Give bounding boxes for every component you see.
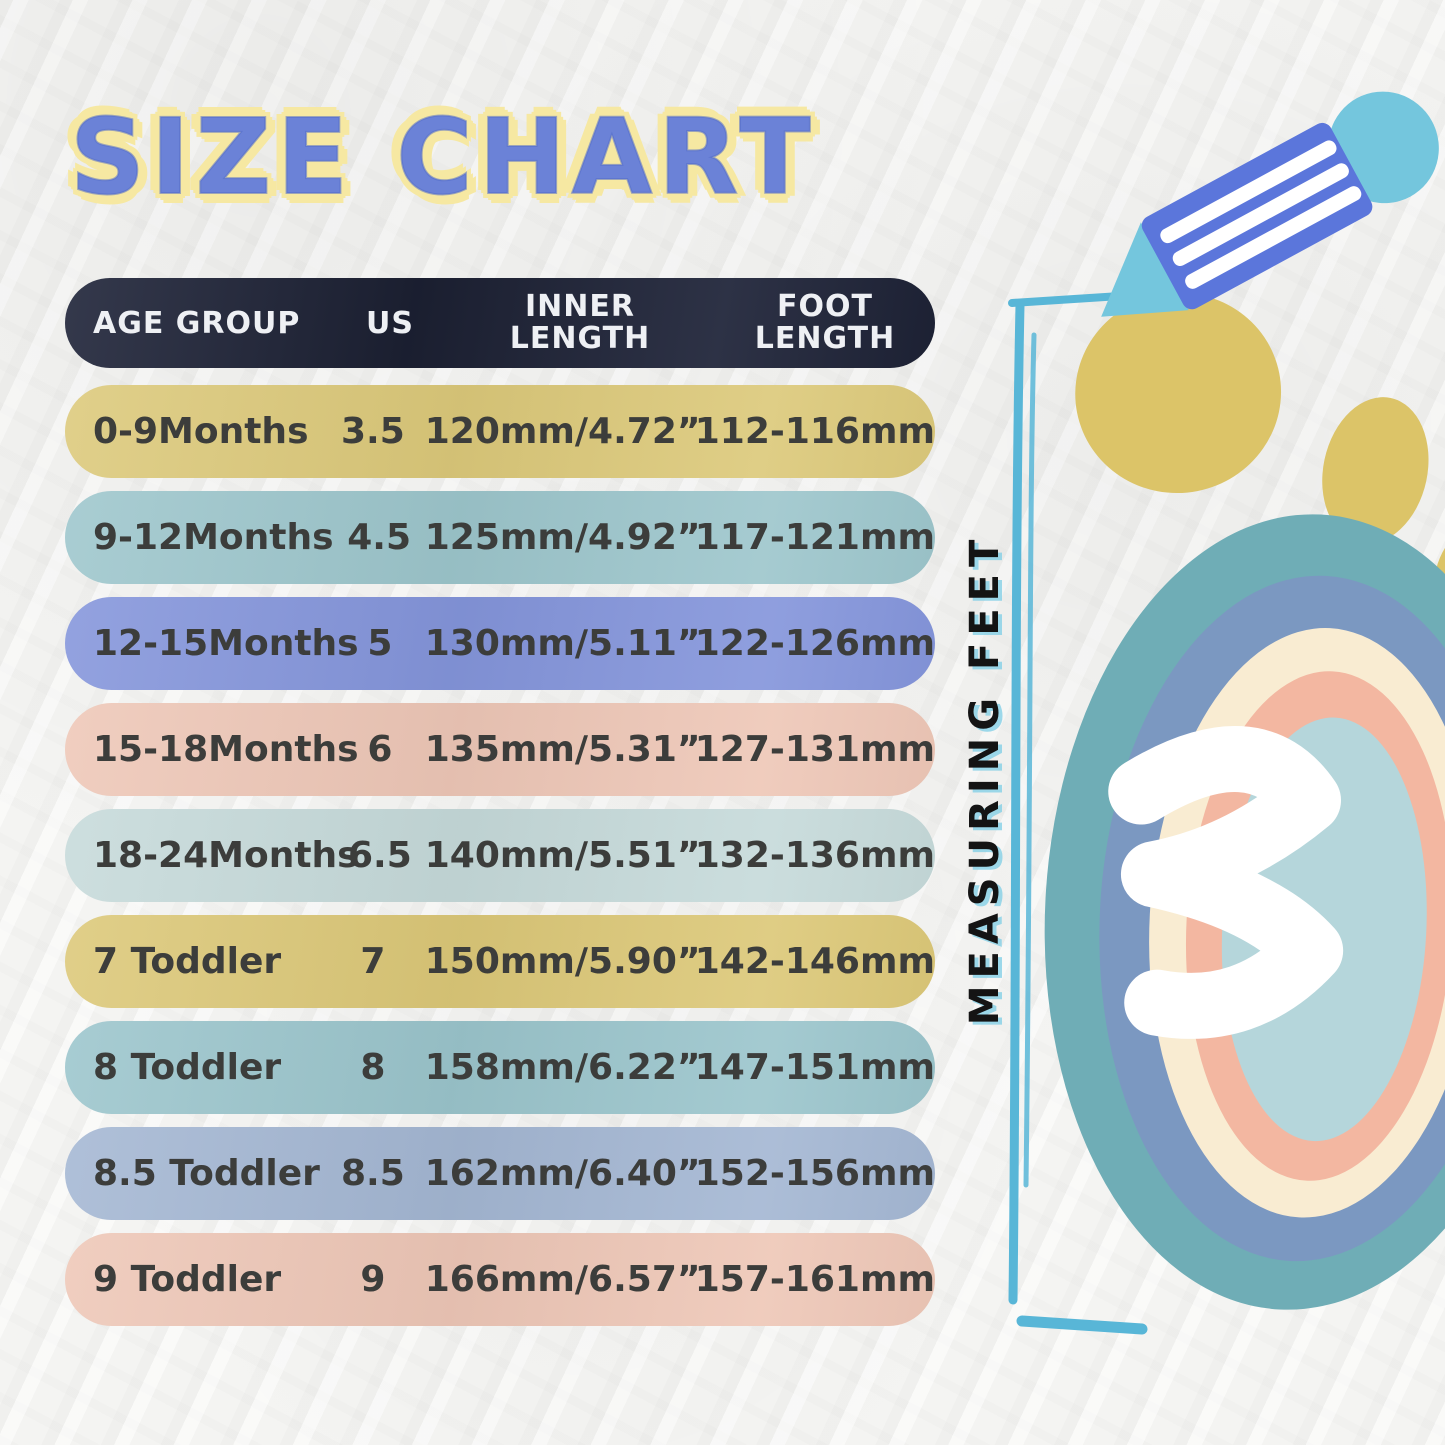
us-size-cell: 6 [367, 729, 393, 770]
foot-length-cell: 142-146mm [694, 941, 935, 982]
age-group-cell: 8 Toddler [93, 1047, 282, 1088]
sole-cream [1149, 628, 1445, 1218]
table-row: 18-24Months 6.5 140mm/5.51” 132-136mm [65, 809, 935, 902]
table-row: 12-15Months 5 130mm/5.11” 122-126mm [65, 597, 935, 690]
toe-shape [1434, 518, 1445, 636]
pencil-eraser [1328, 91, 1439, 204]
age-group-header: AGE GROUP [93, 305, 301, 341]
table-row: 15-18Months 6 135mm/5.31” 127-131mm [65, 703, 935, 796]
foot-length-cell: 117-121mm [694, 517, 935, 558]
sole-white-swirl [1108, 726, 1344, 1039]
inner-length-cell: 135mm/5.31” [424, 729, 701, 770]
us-size-cell: 4.5 [347, 517, 412, 558]
us-size-cell: 6.5 [347, 835, 412, 876]
table-row: 9-12Months 4.5 125mm/4.92” 117-121mm [65, 491, 935, 584]
big-toe-shape [1075, 292, 1282, 494]
foot-length-cell: 147-151mm [694, 1047, 935, 1088]
toe-shape [1322, 397, 1429, 544]
table-row: 8 Toddler 8 158mm/6.22” 147-151mm [65, 1021, 935, 1114]
foot-length-cell: 112-116mm [694, 411, 935, 452]
sole-salmon [1185, 671, 1445, 1181]
foot-length-cell: 122-126mm [694, 623, 935, 664]
table-row: 9 Toddler 9 166mm/6.57” 157-161mm [65, 1233, 935, 1326]
inner-length-cell: 140mm/5.51” [424, 835, 701, 876]
page-title: SIZE CHART [69, 95, 817, 219]
table-header-row: AGE GROUP US INNER LENGTH FOOT LENGTH [65, 278, 935, 368]
inner-length-cell: 150mm/5.90” [424, 941, 701, 982]
table-rows: 0-9Months 3.5 120mm/4.72” 112-116mm 9-12Mont… [65, 385, 935, 1326]
age-group-cell: 15-18Months [93, 729, 359, 770]
measuring-feet-label: MEASURING FEET [962, 532, 1008, 1026]
table-row: 0-9Months 3.5 120mm/4.72” 112-116mm [65, 385, 935, 478]
table-row: 8.5 Toddler 8.5 162mm/6.40” 152-156mm [65, 1127, 935, 1220]
age-group-cell: 18-24Months [93, 835, 359, 876]
foot-length-header: FOOT LENGTH [754, 288, 896, 356]
age-group-cell: 9-12Months [93, 517, 334, 558]
us-size-cell: 8.5 [341, 1153, 405, 1194]
us-size-header: US [366, 305, 414, 341]
foot-length-cell: 127-131mm [694, 729, 935, 770]
inner-length-cell: 130mm/5.11” [424, 623, 701, 664]
pencil-icon [1101, 91, 1439, 317]
pencil-stripes [1160, 140, 1362, 289]
age-group-cell: 7 Toddler [93, 941, 282, 982]
inner-length-cell: 158mm/6.22” [424, 1047, 701, 1088]
inner-length-cell: 125mm/4.92” [424, 517, 701, 558]
footprint-illustration [1044, 292, 1445, 1310]
inner-length-cell: 120mm/4.72” [424, 411, 701, 452]
ruler-sketch-line [1008, 291, 1148, 1335]
inner-length-cell: 162mm/6.40” [424, 1153, 701, 1194]
foot-length-cell: 157-161mm [694, 1259, 935, 1300]
us-size-cell: 8 [360, 1047, 386, 1088]
us-size-cell: 9 [360, 1259, 386, 1300]
pencil-body [1141, 122, 1373, 310]
age-group-cell: 9 Toddler [93, 1259, 282, 1300]
table-row: 7 Toddler 7 150mm/5.90” 142-146mm [65, 915, 935, 1008]
sole-outer-teal [1044, 514, 1445, 1310]
inner-length-header: INNER LENGTH [509, 288, 651, 356]
sole-lightblue [1221, 717, 1427, 1142]
age-group-cell: 0-9Months [93, 411, 309, 452]
foot-length-cell: 152-156mm [694, 1153, 935, 1194]
us-size-cell: 7 [360, 941, 386, 982]
age-group-cell: 8.5 Toddler [93, 1153, 320, 1194]
foot-length-cell: 132-136mm [694, 835, 935, 876]
pencil-tip [1101, 222, 1189, 317]
age-group-cell: 12-15Months [93, 623, 359, 664]
sole-blue [1099, 575, 1445, 1262]
inner-length-cell: 166mm/6.57” [424, 1259, 701, 1300]
us-size-cell: 3.5 [341, 411, 405, 452]
us-size-cell: 5 [367, 623, 393, 664]
